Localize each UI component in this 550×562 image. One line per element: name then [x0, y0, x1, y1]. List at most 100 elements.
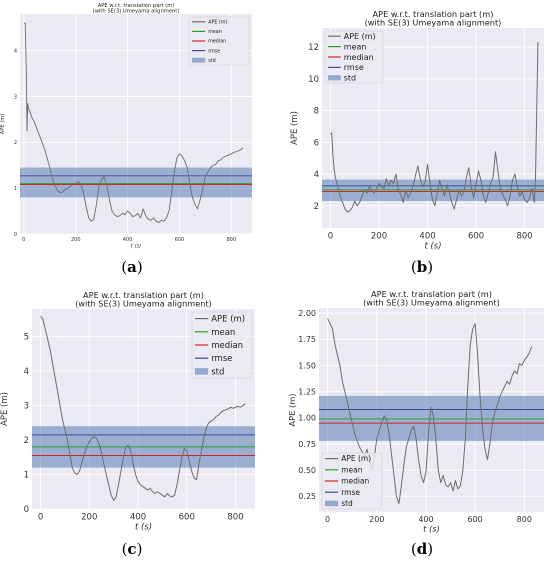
- legend-swatch-std: [325, 500, 339, 507]
- y-tick-label: 0.25: [298, 492, 316, 501]
- x-tick-label: 600: [179, 513, 195, 523]
- legend-box: [188, 16, 250, 66]
- chart-title: APE w.r.t. translation part (m): [98, 3, 175, 9]
- x-tick-label: 200: [369, 515, 384, 524]
- y-tick-label: 4: [14, 48, 17, 54]
- panel-label-a: (a): [121, 258, 143, 276]
- legend-label: mean: [341, 465, 363, 474]
- x-axis-label: t (s): [424, 242, 441, 252]
- legend-label: std: [208, 58, 215, 64]
- y-axis-label: APE (m): [290, 111, 300, 145]
- panel-label-c: (c): [121, 540, 143, 558]
- legend-label: APE (m): [344, 32, 376, 41]
- legend-label: APE (m): [341, 454, 371, 463]
- y-tick-label: 0.75: [298, 440, 316, 449]
- chart-title: APE w.r.t. translation part (m): [373, 9, 494, 19]
- x-tick-label: 600: [175, 237, 185, 243]
- legend-box: [321, 452, 383, 510]
- y-axis-label: APE (m): [287, 393, 297, 426]
- legend-label: median: [208, 39, 226, 45]
- legend-label: mean: [344, 42, 367, 51]
- legend-label: std: [341, 499, 353, 508]
- chart-panel-d: APE w.r.t. translation part (m)(with SE(…: [287, 289, 544, 534]
- legend-label: APE (m): [211, 315, 245, 325]
- x-tick-label: 800: [517, 515, 532, 524]
- legend-label: APE (m): [208, 19, 227, 25]
- legend-label: std: [344, 74, 356, 83]
- y-tick-label: 5: [24, 333, 29, 343]
- tick-labels: 0 200 400 600 800 0.25 0.50 0.75 1.00 1.25 1.50 1.7…: [298, 309, 532, 524]
- panel-label-d: (d): [410, 540, 434, 558]
- x-tick-label: 800: [227, 513, 243, 523]
- legend-label: mean: [208, 30, 222, 35]
- x-tick-label: 400: [418, 515, 433, 524]
- chart-subtitle: (with SE(3) Umeyama alignment): [365, 18, 502, 28]
- y-tick-label: 2.00: [298, 309, 316, 318]
- y-tick-label: 2: [314, 202, 319, 212]
- legend-box: [324, 30, 384, 84]
- chart-panel-c: APE w.r.t. translation part (m)(with SE(…: [0, 290, 255, 533]
- legend-label: rmse: [208, 48, 220, 54]
- x-tick-label: 0: [38, 513, 43, 523]
- ape-series-line: [23, 22, 244, 223]
- y-tick-label: 0.50: [298, 466, 316, 475]
- y-tick-label: 4: [314, 170, 319, 180]
- x-tick-label: 400: [123, 237, 133, 243]
- legend-label: rmse: [211, 354, 232, 364]
- legend-swatch-std: [195, 368, 209, 375]
- tick-labels: 0 200 400 600 800 2 4 6 8 10 12: [308, 43, 533, 241]
- legend-label: median: [344, 53, 374, 62]
- x-tick-label: 200: [371, 232, 387, 242]
- chart-panel-b: APE w.r.t. translation part (m)(with SE(…: [290, 9, 544, 252]
- tick-labels: 0 200 400 600 800 0 1 2 3 4: [14, 48, 236, 243]
- y-tick-label: 8: [314, 107, 319, 117]
- x-axis-label: t (s): [135, 523, 152, 533]
- legend-label: rmse: [341, 488, 360, 497]
- x-tick-label: 0: [325, 515, 330, 524]
- y-tick-label: 6: [314, 138, 319, 148]
- legend-label: mean: [211, 328, 235, 338]
- ape-series-line: [327, 318, 533, 505]
- chart-title: APE w.r.t. translation part (m): [83, 290, 204, 300]
- x-tick-label: 200: [81, 513, 97, 523]
- legend-box: [191, 311, 253, 379]
- legend-label: rmse: [344, 63, 364, 72]
- y-tick-label: 1.00: [298, 414, 316, 423]
- x-tick-label: 200: [71, 237, 81, 243]
- chart-title: APE w.r.t. translation part (m): [371, 289, 492, 299]
- y-tick-label: 2: [24, 436, 29, 446]
- panel-label-b: (b): [410, 258, 434, 276]
- x-tick-label: 0: [328, 232, 333, 242]
- tick-labels: 0 200 400 600 800 0 1 2 3 4 5: [24, 333, 244, 523]
- y-tick-label: 10: [308, 75, 319, 85]
- y-tick-label: 1.50: [298, 361, 316, 370]
- x-axis-label: t (s): [131, 244, 141, 250]
- y-tick-label: 0: [24, 505, 29, 515]
- x-tick-label: 800: [516, 232, 532, 242]
- x-tick-label: 0: [22, 237, 25, 243]
- y-tick-label: 4: [24, 367, 29, 377]
- legend-label: median: [341, 477, 369, 486]
- chart-subtitle: (with SE(3) Umeyama alignment): [93, 8, 180, 14]
- x-axis-label: t (s): [423, 524, 440, 534]
- y-tick-label: 1: [24, 470, 29, 480]
- std-band: [20, 167, 252, 198]
- y-tick-label: 1: [14, 186, 17, 192]
- chart-subtitle: (with SE(3) Umeyama alignment): [75, 299, 212, 309]
- x-tick-label: 800: [226, 237, 236, 243]
- x-tick-label: 400: [130, 513, 146, 523]
- y-axis-label: APE (m): [0, 114, 6, 135]
- y-tick-label: 3: [24, 402, 29, 412]
- x-tick-label: 600: [468, 232, 484, 242]
- legend: APE (m) mean median rmse std: [321, 452, 383, 510]
- y-axis-label: APE (m): [0, 392, 10, 426]
- y-tick-label: 1.75: [298, 335, 316, 344]
- chart-subtitle: (with SE(3) Umeyama alignment): [363, 298, 500, 308]
- legend-swatch-std: [328, 75, 341, 81]
- ape-series-line: [330, 42, 539, 213]
- y-tick-label: 0: [14, 232, 17, 238]
- legend-swatch-std: [192, 57, 206, 63]
- legend: APE (m) mean median rmse std: [188, 16, 250, 66]
